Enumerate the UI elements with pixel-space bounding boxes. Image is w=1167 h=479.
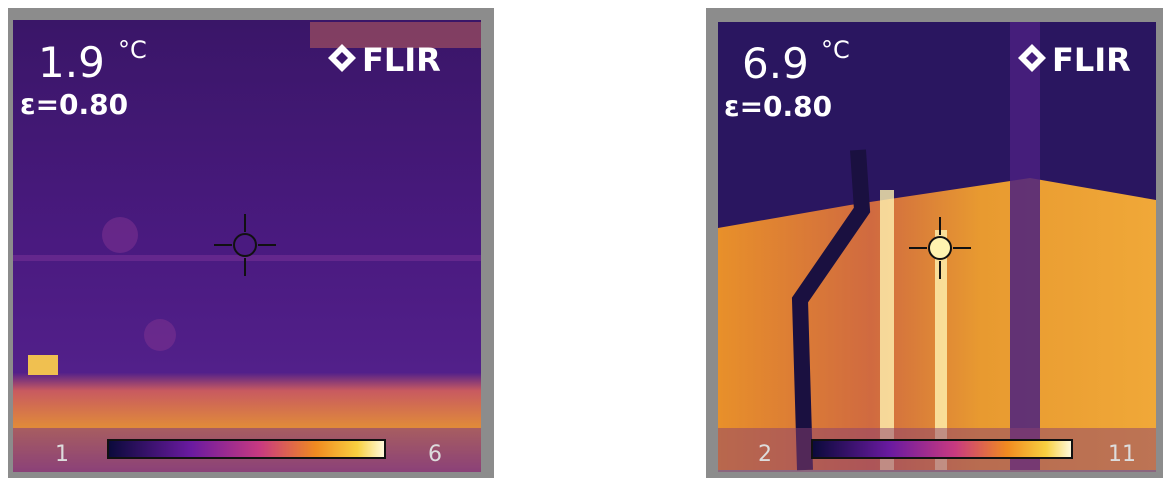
brand: FLIR	[1052, 41, 1131, 79]
warm-patch	[310, 22, 481, 48]
warm-spot	[102, 217, 138, 253]
warm-spot	[144, 319, 176, 351]
logo-mark	[328, 44, 356, 72]
scale-min: 2	[758, 442, 772, 467]
crosshair	[909, 217, 971, 279]
thermal-image: 6.9 °C ε=0.80 FLIR 2 11	[706, 8, 1163, 478]
brand: FLIR	[362, 41, 441, 79]
emissivity: ε=0.80	[20, 88, 128, 121]
unit: °C	[118, 36, 147, 64]
image-area	[13, 20, 481, 472]
pipe	[791, 149, 871, 471]
scale-min: 1	[55, 442, 69, 467]
hot-edge	[935, 230, 947, 470]
color-scale	[107, 439, 386, 459]
dark-wall	[718, 22, 1156, 228]
temperature: 1.9	[38, 38, 105, 87]
seam	[13, 255, 481, 261]
unit: °C	[821, 36, 850, 64]
emissivity: ε=0.80	[724, 90, 832, 123]
color-scale	[811, 439, 1073, 459]
light	[28, 355, 58, 375]
thermal-image: 1.9 °C ε=0.80 FLIR 1 6	[8, 8, 494, 478]
hot-edge	[880, 190, 894, 470]
scale-max: 11	[1108, 442, 1136, 467]
logo-mark	[1018, 44, 1046, 72]
column	[1010, 22, 1040, 470]
scale-max: 6	[428, 442, 442, 467]
temperature: 6.9	[742, 39, 809, 88]
crosshair	[214, 214, 276, 276]
